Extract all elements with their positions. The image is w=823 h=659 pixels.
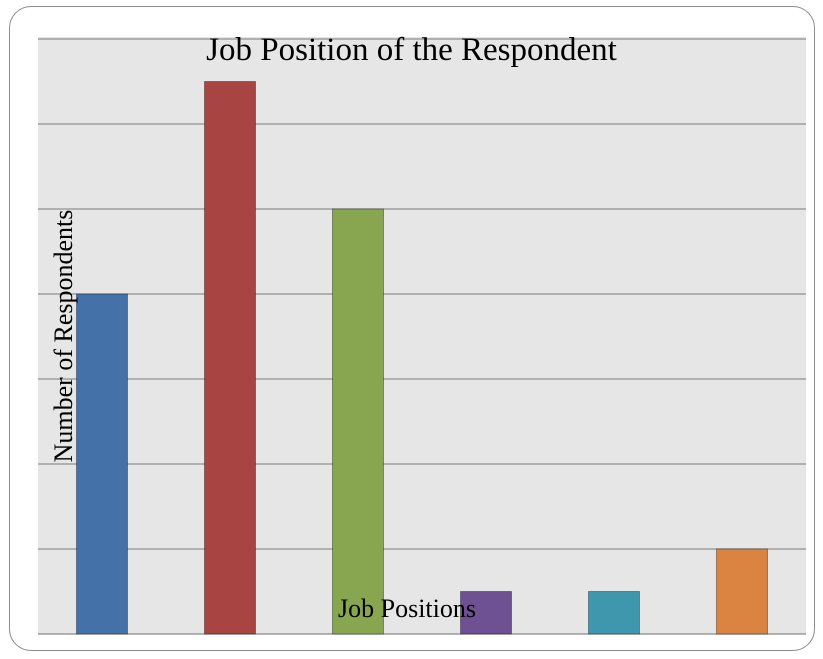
- x-axis-label: Job Positions: [338, 594, 476, 623]
- bar-1: [76, 293, 128, 635]
- bar-5: [588, 591, 640, 635]
- y-axis-label: Number of Respondents: [49, 209, 78, 463]
- bar-6: [716, 548, 768, 635]
- bars: [76, 81, 768, 635]
- bar-2: [204, 81, 256, 635]
- gridlines: [38, 38, 806, 635]
- chart-title: Job Position of the Respondent: [206, 32, 617, 68]
- plot-area: [38, 37, 806, 634]
- bar-3: [332, 208, 384, 635]
- bar-4: [460, 591, 512, 635]
